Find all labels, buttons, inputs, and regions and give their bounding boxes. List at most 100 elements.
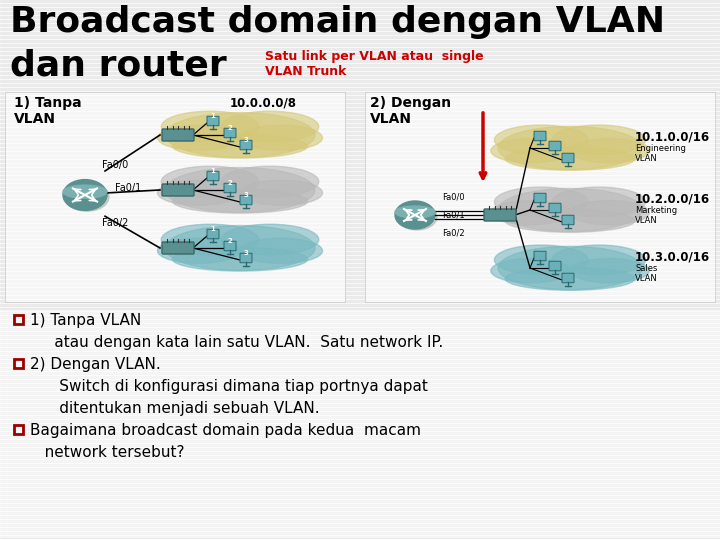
- Bar: [0, 92, 720, 94]
- Ellipse shape: [173, 134, 307, 158]
- Bar: [0, 408, 720, 410]
- FancyBboxPatch shape: [534, 251, 546, 261]
- FancyBboxPatch shape: [0, 310, 720, 538]
- Bar: [0, 404, 720, 406]
- Bar: [0, 56, 720, 58]
- Bar: [0, 280, 720, 282]
- FancyBboxPatch shape: [162, 129, 194, 141]
- Ellipse shape: [570, 259, 649, 283]
- Ellipse shape: [397, 204, 437, 230]
- Bar: [0, 48, 720, 50]
- Text: dan router: dan router: [10, 48, 227, 82]
- Ellipse shape: [505, 267, 635, 291]
- Bar: [0, 20, 720, 22]
- Bar: [0, 24, 720, 26]
- Ellipse shape: [240, 180, 323, 205]
- Text: 3: 3: [243, 249, 248, 256]
- Text: Fa0/1: Fa0/1: [442, 211, 464, 219]
- Bar: [0, 264, 720, 266]
- FancyBboxPatch shape: [562, 215, 574, 225]
- Ellipse shape: [158, 180, 240, 205]
- Bar: [0, 128, 720, 130]
- Bar: [0, 132, 720, 134]
- Bar: [0, 488, 720, 490]
- Bar: [0, 352, 720, 354]
- Text: 2: 2: [228, 125, 233, 131]
- Bar: [0, 28, 720, 30]
- Ellipse shape: [570, 139, 649, 163]
- Bar: [0, 300, 720, 302]
- Bar: [0, 88, 720, 90]
- Bar: [0, 232, 720, 234]
- Bar: [0, 372, 720, 374]
- Bar: [0, 188, 720, 190]
- Bar: [0, 84, 720, 86]
- Text: Satu link per VLAN atau  single
VLAN Trunk: Satu link per VLAN atau single VLAN Trun…: [265, 50, 484, 78]
- Bar: [0, 152, 720, 154]
- Bar: [0, 144, 720, 146]
- Ellipse shape: [240, 238, 323, 264]
- Ellipse shape: [505, 147, 635, 170]
- Text: Engineering
VLAN: Engineering VLAN: [635, 144, 686, 164]
- Bar: [0, 348, 720, 350]
- Ellipse shape: [395, 206, 435, 218]
- Ellipse shape: [495, 125, 588, 155]
- Text: Sales
VLAN: Sales VLAN: [635, 264, 658, 284]
- Bar: [0, 76, 720, 78]
- Bar: [0, 456, 720, 458]
- FancyBboxPatch shape: [162, 242, 194, 254]
- Text: 1: 1: [210, 168, 215, 174]
- Bar: [0, 380, 720, 382]
- Ellipse shape: [498, 246, 642, 289]
- Bar: [0, 196, 720, 198]
- FancyBboxPatch shape: [5, 92, 345, 302]
- Text: Fa0/0: Fa0/0: [442, 192, 464, 201]
- Bar: [0, 476, 720, 478]
- Bar: [0, 276, 720, 278]
- Bar: [0, 428, 720, 430]
- Ellipse shape: [221, 224, 319, 255]
- Bar: [0, 140, 720, 142]
- Bar: [0, 528, 720, 530]
- Text: Fa0/1: Fa0/1: [115, 184, 141, 193]
- Bar: [0, 460, 720, 462]
- Bar: [0, 360, 720, 362]
- Bar: [0, 412, 720, 414]
- Text: 3: 3: [243, 137, 248, 143]
- FancyBboxPatch shape: [365, 92, 715, 302]
- Ellipse shape: [158, 125, 240, 151]
- Bar: [0, 164, 720, 166]
- FancyBboxPatch shape: [240, 140, 252, 150]
- Bar: [0, 120, 720, 122]
- Bar: [0, 328, 720, 330]
- Bar: [0, 392, 720, 394]
- FancyBboxPatch shape: [549, 203, 561, 213]
- Bar: [0, 112, 720, 114]
- Ellipse shape: [165, 226, 315, 271]
- Ellipse shape: [173, 247, 307, 271]
- Bar: [0, 0, 720, 2]
- Bar: [0, 364, 720, 366]
- Bar: [0, 244, 720, 246]
- Text: 10.1.0.0/16: 10.1.0.0/16: [635, 130, 710, 143]
- Text: 1: 1: [210, 113, 215, 119]
- Bar: [0, 448, 720, 450]
- Bar: [0, 504, 720, 506]
- Bar: [0, 180, 720, 182]
- Text: Bagaimana broadcast domain pada kedua  macam: Bagaimana broadcast domain pada kedua ma…: [30, 423, 421, 438]
- FancyBboxPatch shape: [224, 241, 236, 251]
- Text: Broadcast domain dengan VLAN: Broadcast domain dengan VLAN: [10, 5, 665, 39]
- Bar: [0, 216, 720, 218]
- Ellipse shape: [491, 200, 570, 225]
- Bar: [0, 336, 720, 338]
- Bar: [0, 228, 720, 230]
- Ellipse shape: [221, 111, 319, 142]
- Bar: [0, 236, 720, 238]
- Bar: [0, 536, 720, 538]
- Bar: [0, 8, 720, 10]
- Bar: [0, 416, 720, 418]
- Text: atau dengan kata lain satu VLAN.  Satu network IP.: atau dengan kata lain satu VLAN. Satu ne…: [30, 335, 444, 350]
- Bar: [0, 292, 720, 294]
- Text: 10.3.0.0/16: 10.3.0.0/16: [635, 250, 710, 263]
- Text: 2) Dengan VLAN.: 2) Dengan VLAN.: [30, 357, 161, 372]
